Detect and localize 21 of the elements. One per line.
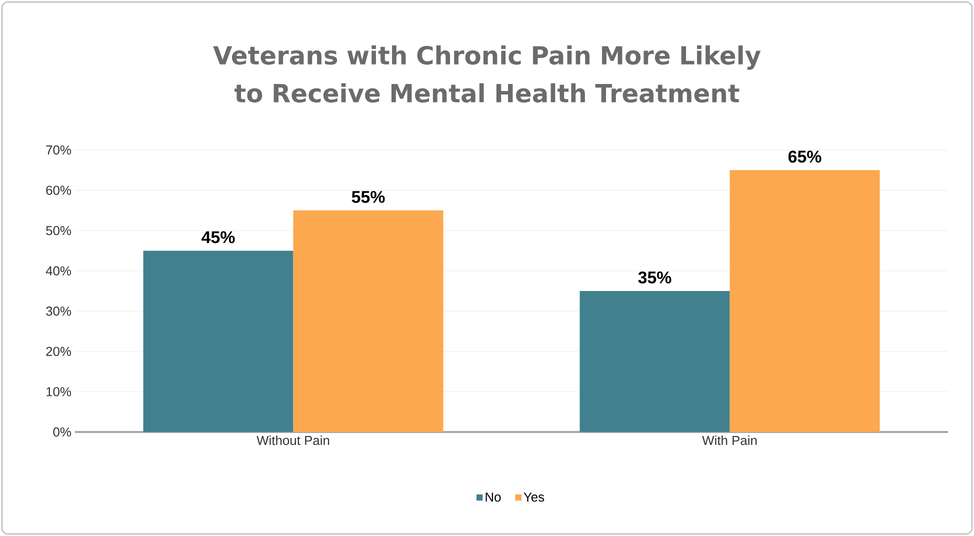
text: 35% (638, 271, 672, 284)
bar (143, 250, 294, 432)
x-tick-label: Without Pain (256, 436, 330, 446)
y-tick-label: 20% (46, 346, 72, 356)
y-tick-label: 60% (46, 186, 72, 195)
text: 55% (352, 190, 385, 203)
y-tick-label: 10% (46, 387, 72, 396)
legend-label: Yes (524, 492, 544, 502)
legend-label: No (486, 492, 501, 502)
bar (580, 291, 730, 432)
y-tick-label: 0% (53, 427, 72, 437)
chart-title: Veterans with Chronic Pain More Likely to Receive Mental Health Treatment (213, 45, 761, 103)
y-tick-label: 40% (46, 266, 72, 276)
y-tick-label: 30% (46, 306, 72, 316)
y-tick-label: 50% (46, 226, 72, 236)
bar (293, 210, 444, 432)
text: 65% (788, 150, 822, 163)
x-tick-label: With Pain (702, 436, 757, 446)
y-tick-label: 70% (46, 145, 72, 155)
text: 45% (202, 231, 235, 244)
bar (730, 170, 880, 432)
